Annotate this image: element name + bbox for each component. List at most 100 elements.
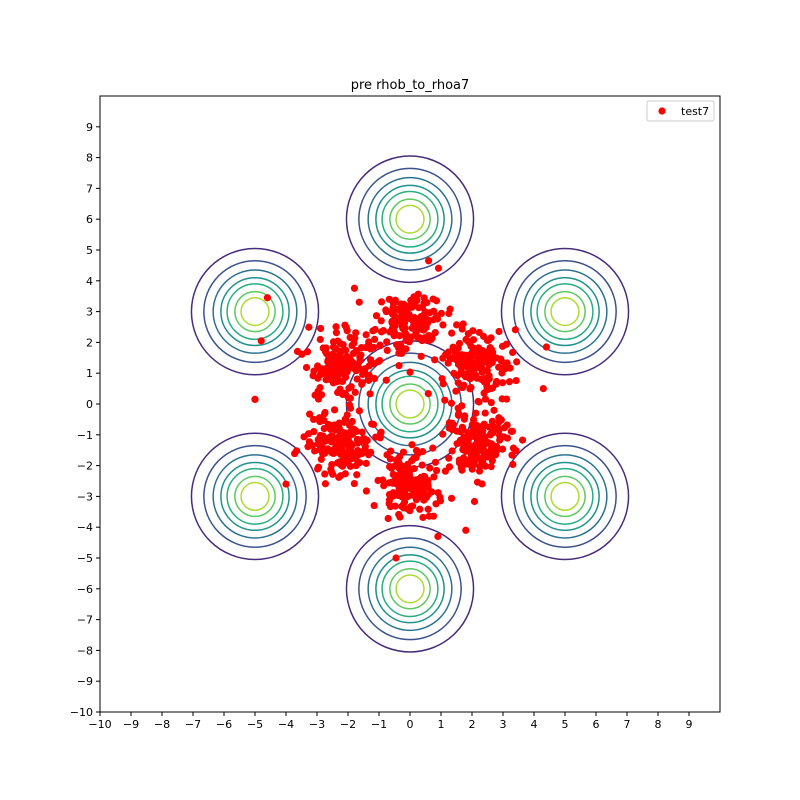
scatter-point bbox=[399, 501, 407, 509]
scatter-point bbox=[338, 436, 346, 444]
scatter-point bbox=[475, 360, 483, 368]
scatter-point bbox=[362, 331, 370, 339]
scatter-point bbox=[383, 451, 391, 459]
contour-ring bbox=[220, 461, 290, 532]
scatter-point bbox=[508, 451, 516, 459]
scatter-point bbox=[478, 459, 486, 467]
scatter-point bbox=[483, 366, 491, 375]
scatter-point bbox=[303, 348, 312, 356]
scatter-point bbox=[371, 335, 379, 344]
scatter-point bbox=[430, 473, 438, 481]
scatter-point bbox=[356, 353, 364, 361]
scatter-point bbox=[429, 444, 437, 452]
scatter-point bbox=[487, 463, 495, 471]
scatter-point bbox=[372, 312, 381, 320]
scatter-point bbox=[498, 395, 506, 403]
scatter-point bbox=[448, 426, 456, 434]
scatter-point bbox=[432, 466, 441, 475]
scatter-point bbox=[251, 395, 259, 403]
scatter-point bbox=[344, 363, 352, 371]
y-tick-label: 9 bbox=[86, 121, 93, 134]
scatter-point bbox=[461, 412, 469, 420]
scatter-point bbox=[370, 501, 378, 510]
contour-ring bbox=[226, 283, 284, 341]
scatter-point bbox=[431, 356, 439, 364]
chart-title: pre rhob_to_rhoa7 bbox=[351, 78, 470, 93]
scatter-point bbox=[498, 445, 507, 453]
scatter-point bbox=[454, 379, 462, 387]
scatter-point bbox=[495, 418, 503, 426]
scatter-point bbox=[401, 324, 409, 332]
scatter-point bbox=[257, 337, 265, 345]
scatter-point bbox=[495, 327, 503, 336]
scatter-point bbox=[412, 329, 420, 337]
scatter-point bbox=[518, 436, 527, 444]
scatter-point bbox=[420, 299, 428, 307]
scatter-point bbox=[408, 457, 416, 465]
scatter-point bbox=[358, 449, 366, 458]
scatter-point bbox=[458, 325, 466, 333]
scatter-point bbox=[316, 417, 324, 426]
contour-ring bbox=[375, 184, 445, 254]
scatter-point bbox=[380, 482, 388, 490]
x-axis: −10 −9 −8 −7 −6 −5 −4 −3 −2 −1 0 1 2 3 4 5 6 7 8 9 bbox=[88, 712, 693, 731]
scatter-point bbox=[492, 354, 500, 362]
scatter-point bbox=[480, 449, 488, 457]
scatter-point bbox=[322, 376, 330, 384]
scatter-point bbox=[363, 436, 371, 445]
scatter-point bbox=[466, 433, 474, 441]
scatter-point bbox=[377, 429, 385, 437]
contour-ring bbox=[381, 560, 439, 618]
scatter-point bbox=[434, 264, 443, 272]
scatter-point bbox=[310, 367, 318, 375]
scatter-point bbox=[358, 428, 366, 436]
scatter-point bbox=[503, 421, 511, 429]
scatter-point bbox=[488, 384, 497, 392]
scatter-point bbox=[343, 327, 351, 335]
scatter-point bbox=[336, 428, 344, 436]
plot-area bbox=[100, 96, 720, 712]
scatter-point bbox=[462, 370, 471, 378]
scatter-point bbox=[466, 339, 474, 347]
scatter-point bbox=[391, 298, 399, 306]
scatter-point bbox=[305, 323, 313, 331]
scatter-point bbox=[382, 307, 390, 316]
scatter-point bbox=[508, 427, 516, 435]
scatter-point bbox=[400, 307, 408, 315]
scatter-point bbox=[456, 428, 464, 436]
contour-ring bbox=[381, 375, 439, 433]
scatter-point bbox=[355, 298, 363, 306]
scatter-point bbox=[424, 390, 432, 398]
scatter-point bbox=[353, 375, 361, 383]
scatter-point bbox=[421, 308, 429, 316]
scatter-point bbox=[346, 421, 354, 430]
x-tick-label: 1 bbox=[438, 718, 445, 731]
contour-ring bbox=[345, 524, 475, 653]
scatter-point bbox=[385, 500, 393, 508]
scatter-point bbox=[400, 331, 408, 339]
scatter-point bbox=[447, 399, 456, 407]
scatter-point bbox=[330, 406, 339, 414]
scatter-point bbox=[495, 363, 503, 371]
scatter-point bbox=[398, 492, 406, 501]
scatter-point bbox=[419, 513, 427, 522]
y-tick-label: 8 bbox=[86, 152, 93, 165]
scatter-point bbox=[503, 434, 512, 442]
contour-ring bbox=[550, 296, 580, 327]
contour-ring bbox=[522, 269, 608, 354]
scatter-point bbox=[340, 449, 348, 457]
scatter-point bbox=[332, 329, 340, 337]
scatter-point bbox=[462, 362, 470, 370]
scatter-point bbox=[412, 446, 421, 455]
scatter-point bbox=[346, 394, 354, 402]
scatter-point bbox=[304, 443, 312, 451]
x-tick-label: −7 bbox=[185, 718, 201, 731]
scatter-point bbox=[479, 422, 487, 431]
scatter-point bbox=[509, 348, 517, 357]
contour-ring bbox=[220, 276, 290, 347]
y-tick-label: −4 bbox=[77, 521, 93, 534]
y-tick-label: −1 bbox=[77, 429, 93, 442]
scatter-point bbox=[428, 488, 436, 496]
contour-ring bbox=[240, 296, 270, 327]
scatter-point bbox=[490, 406, 498, 414]
